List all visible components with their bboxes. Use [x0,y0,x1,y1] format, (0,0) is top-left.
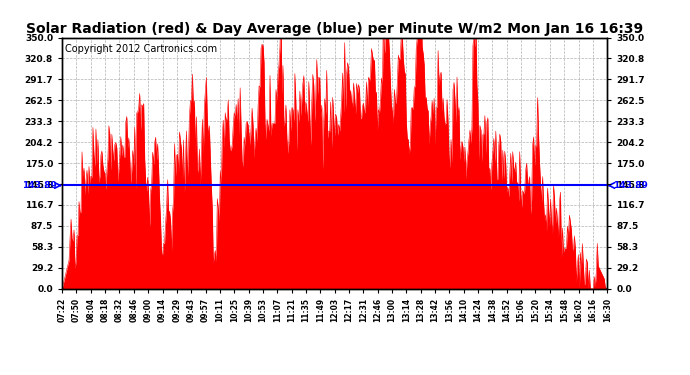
Text: Copyright 2012 Cartronics.com: Copyright 2012 Cartronics.com [65,44,217,54]
Text: 143.89: 143.89 [22,181,57,190]
Text: 143.89: 143.89 [613,181,647,190]
Title: Solar Radiation (red) & Day Average (blue) per Minute W/m2 Mon Jan 16 16:39: Solar Radiation (red) & Day Average (blu… [26,22,643,36]
